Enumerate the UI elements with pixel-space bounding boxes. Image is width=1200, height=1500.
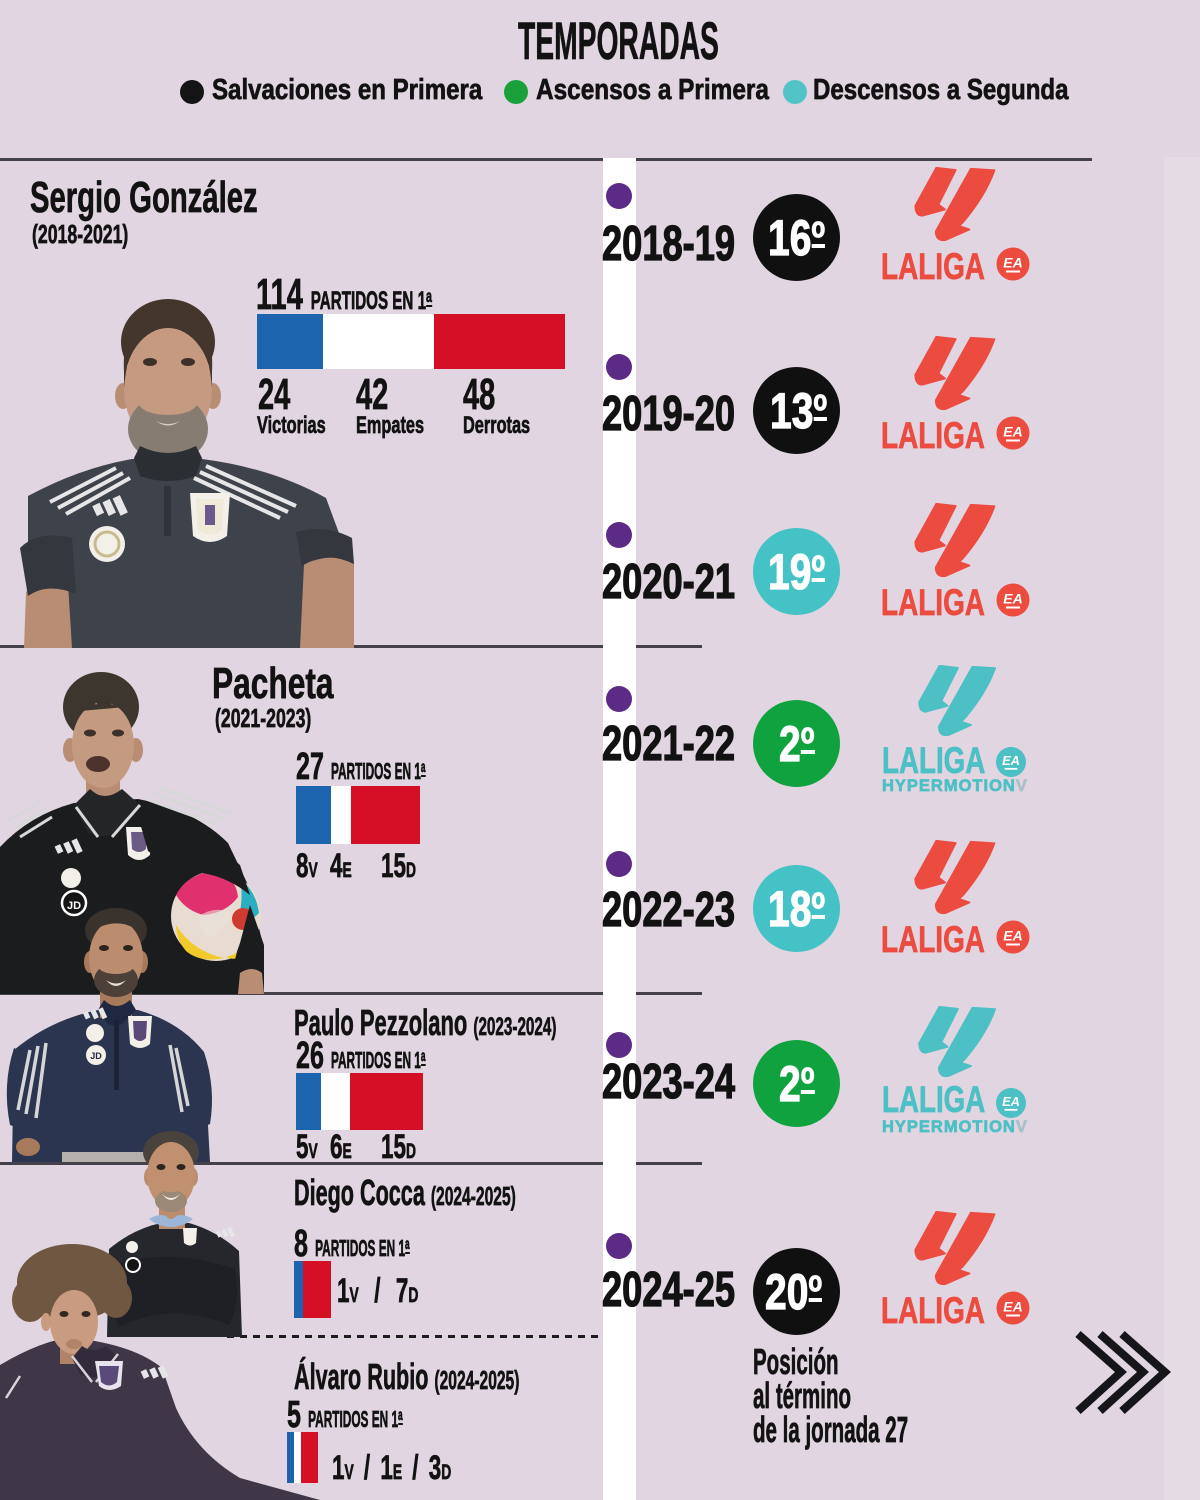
svg-text:JD: JD [90,1051,102,1061]
svg-text:JD: JD [67,900,81,912]
